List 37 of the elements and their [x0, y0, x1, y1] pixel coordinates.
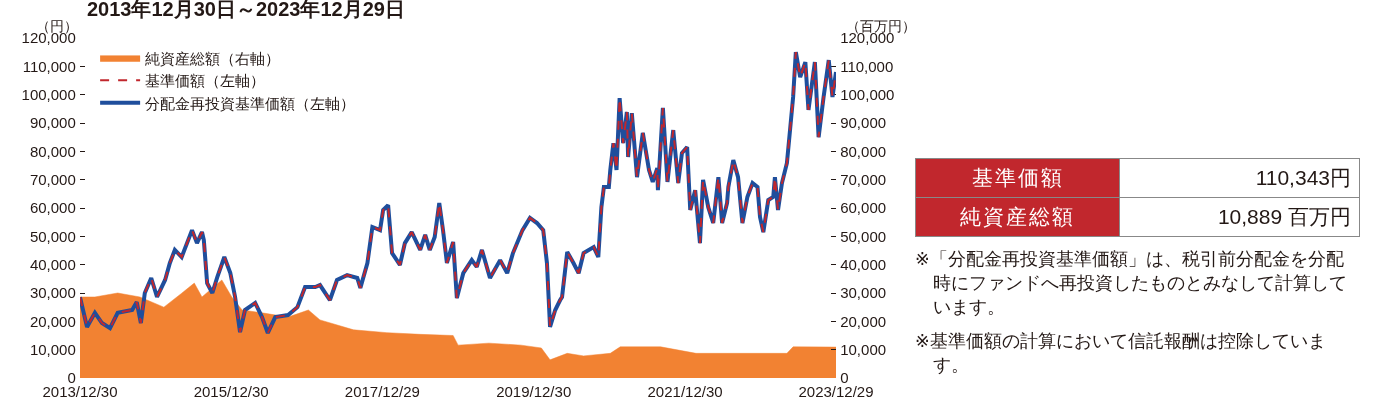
- text: ※基準価額の計算において信託報酬は控除しています。: [915, 330, 1327, 377]
- y2-tick-label: 30,000: [840, 284, 887, 302]
- x-tick-label: 2017/12/29: [344, 383, 420, 401]
- y-tick-label: 50,000: [29, 227, 76, 245]
- y2-tick-label: 50,000: [840, 227, 887, 245]
- x-tick-label: 2019/12/30: [496, 383, 572, 401]
- y2-tick-label: 90,000: [840, 114, 887, 132]
- y2-tick-label: 10,000: [840, 340, 887, 358]
- legend-label: 基準価額（左軸）: [145, 72, 266, 89]
- y2-tick-label: 70,000: [840, 170, 887, 188]
- legend-label: 純資産総額（右軸）: [145, 49, 281, 67]
- y-tick-label: 40,000: [29, 255, 76, 273]
- y2-tick-label: 110,000: [840, 57, 894, 75]
- y2-tick-label: 80,000: [840, 142, 887, 160]
- y-tick-label: 30,000: [29, 284, 76, 302]
- y-axis-title: （円）: [36, 18, 78, 34]
- y2-tick-label: 100,000: [840, 85, 895, 103]
- x-tick-label: 2021/12/30: [647, 383, 723, 401]
- category-label: 純資産総額: [915, 197, 1120, 237]
- category-label: 基準価額: [915, 158, 1120, 198]
- y-tick-label: 90,000: [29, 114, 76, 132]
- y2-tick-label: 20,000: [840, 312, 887, 330]
- legend-label: 分配金再投資基準価額（左軸）: [145, 94, 356, 112]
- y-tick-label: 60,000: [29, 199, 76, 217]
- text: 110,343円: [1255, 166, 1351, 189]
- y-tick-label: 100,000: [21, 85, 76, 103]
- chart-title: 2013年12月30日～2023年12月29日: [86, 0, 405, 21]
- y-tick-label: 80,000: [29, 142, 76, 160]
- y-tick-label: 110,000: [22, 57, 76, 75]
- y2-tick-label: 40,000: [840, 255, 887, 273]
- y-tick-label: 70,000: [29, 170, 76, 188]
- text: 10,889 百万円: [1217, 205, 1351, 228]
- x-tick-label: 2015/12/30: [193, 383, 269, 401]
- y2-tick-label: 60,000: [840, 199, 887, 217]
- text: ※「分配金再投資基準価額」は、税引前分配金を分配時にファンドへ再投資したものとみなして計算しています。: [915, 248, 1348, 319]
- y-tick-label: 20,000: [29, 312, 76, 330]
- y-tick-label: 10,000: [29, 340, 76, 358]
